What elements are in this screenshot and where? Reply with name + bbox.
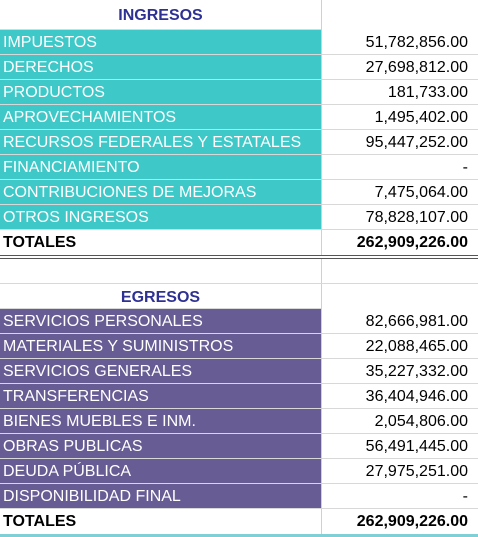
row-label: TRANSFERENCIAS: [0, 384, 321, 409]
total-amount: 262,909,226.00: [321, 230, 478, 255]
total-label: TOTALES: [3, 234, 77, 251]
row-label: SERVICIOS PERSONALES: [0, 309, 321, 334]
row-label: FINANCIAMIENTO: [0, 155, 321, 180]
row-label: SERVICIOS GENERALES: [0, 359, 321, 384]
row-label: MATERIALES Y SUMINISTROS: [0, 334, 321, 359]
row-amount: 78,828,107.00: [321, 205, 478, 230]
row-label: BIENES MUEBLES E INM.: [0, 409, 321, 434]
row-amount: -: [321, 484, 478, 509]
column-border: [321, 284, 322, 309]
column-border: [321, 259, 322, 284]
bottom-border: [0, 534, 478, 537]
row-amount: 22,088,465.00: [321, 334, 478, 359]
section-title: EGRESOS: [0, 284, 321, 309]
row-label: DEUDA PÚBLICA: [0, 459, 321, 484]
row-amount: 95,447,252.00: [321, 130, 478, 155]
row-label: IMPUESTOS: [0, 30, 321, 55]
row-label: RECURSOS FEDERALES Y ESTATALES: [0, 130, 321, 155]
row-label: OBRAS PUBLICAS: [0, 434, 321, 459]
row-amount: 1,495,402.00: [321, 105, 478, 130]
row-label: APROVECHAMIENTOS: [0, 105, 321, 130]
section-title: INGRESOS: [0, 0, 321, 30]
column-border: [321, 0, 322, 30]
total-amount: 262,909,226.00: [321, 509, 478, 534]
row-label: PRODUCTOS: [0, 80, 321, 105]
double-border: [0, 255, 478, 259]
row-border: [0, 283, 478, 284]
row-amount: 56,491,445.00: [321, 434, 478, 459]
total-label: TOTALES: [3, 513, 77, 530]
row-amount: 82,666,981.00: [321, 309, 478, 334]
row-label: OTROS INGRESOS: [0, 205, 321, 230]
row-label: CONTRIBUCIONES DE MEJORAS: [0, 180, 321, 205]
row-amount: 2,054,806.00: [321, 409, 478, 434]
row-amount: 51,782,856.00: [321, 30, 478, 55]
row-amount: 181,733.00: [321, 80, 478, 105]
row-amount: 7,475,064.00: [321, 180, 478, 205]
row-amount: 36,404,946.00: [321, 384, 478, 409]
row-amount: 27,975,251.00: [321, 459, 478, 484]
row-label: DERECHOS: [0, 55, 321, 80]
row-amount: 27,698,812.00: [321, 55, 478, 80]
row-label: DISPONIBILIDAD FINAL: [0, 484, 321, 509]
row-amount: 35,227,332.00: [321, 359, 478, 384]
row-amount: -: [321, 155, 478, 180]
